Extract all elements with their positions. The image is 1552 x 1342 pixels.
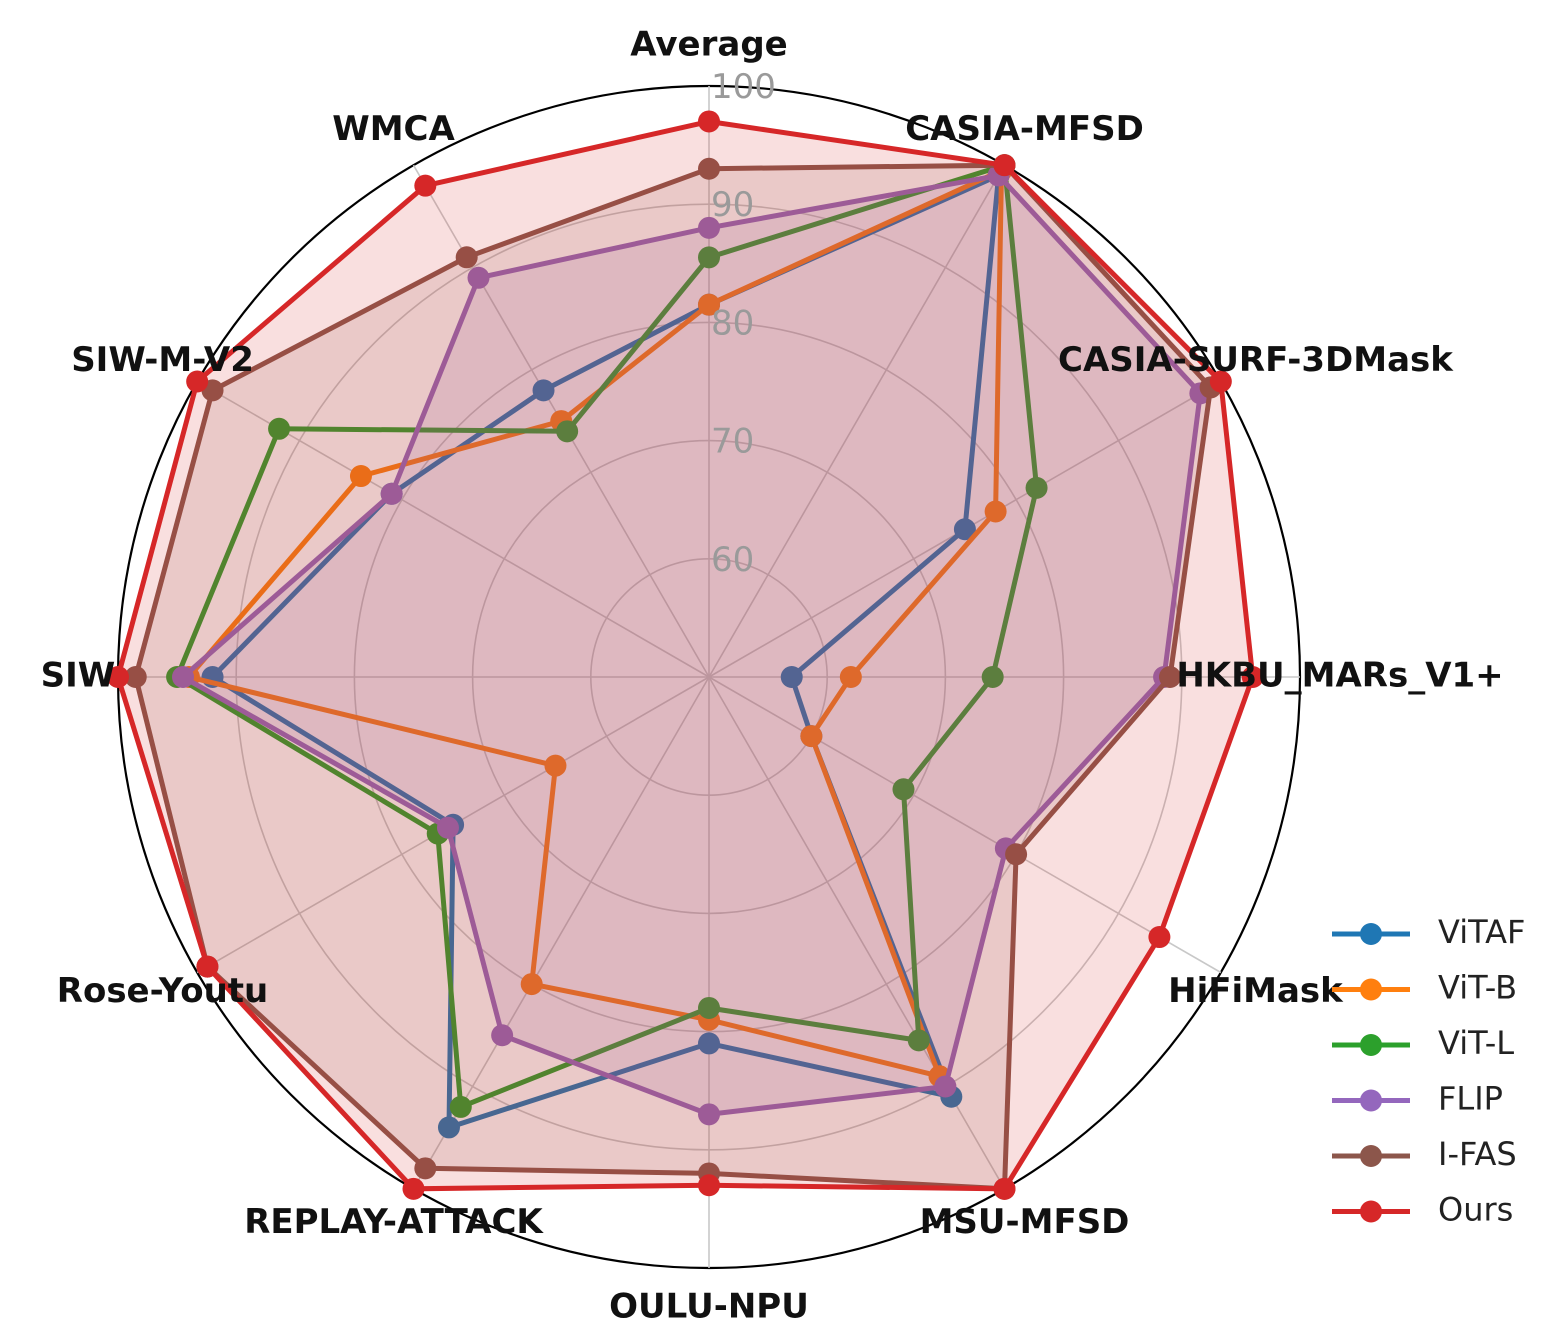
point-ours-siw — [107, 666, 129, 688]
axis-label-replay-attack: REPLAY-ATTACK — [244, 1202, 544, 1242]
point-vit-b-hkbu-mars-v1 — [839, 666, 862, 688]
point-vit-l-hifimask — [892, 778, 915, 801]
point-i-fas-hifimask — [1005, 843, 1028, 866]
axis-label-casia-mfsd: CASIA-MFSD — [905, 109, 1144, 149]
legend-swatch-marker — [1360, 923, 1382, 945]
point-flip-replay-attack — [491, 1024, 514, 1047]
legend-label: ViT-B — [1438, 969, 1517, 1007]
point-i-fas-siw — [124, 666, 147, 688]
axis-label-wmca: WMCA — [332, 109, 455, 149]
point-vit-l-replay-attack — [449, 1095, 472, 1118]
legend-swatch-marker — [1360, 978, 1382, 1001]
legend-label: Ours — [1438, 1191, 1513, 1229]
axis-label-hkbu-mars-v1: HKBU_MARs_V1+ — [1176, 656, 1503, 696]
point-ours-replay-attack — [402, 1177, 425, 1200]
point-ours-casia-mfsd — [993, 154, 1016, 177]
radial-tick-label: 100 — [711, 67, 776, 107]
legend-item-vit-b: ViT-B — [1332, 969, 1517, 1007]
point-vit-l-wmca — [556, 420, 579, 443]
radial-tick-label: 60 — [711, 540, 754, 580]
legend-swatch-marker — [1360, 1034, 1382, 1056]
point-flip-wmca — [467, 266, 490, 289]
radial-tick-label: 90 — [711, 185, 754, 225]
point-ours-hifimask — [1148, 926, 1171, 949]
legend-swatch-marker — [1360, 1200, 1382, 1223]
point-ours-average — [698, 110, 720, 133]
point-ours-msu-mfsd — [993, 1177, 1016, 1200]
series-fill-ours — [118, 121, 1253, 1189]
point-vitaf-replay-attack — [437, 1116, 460, 1139]
point-vit-l-oulu-npu — [698, 996, 720, 1019]
point-vit-b-rose-youtu — [544, 754, 567, 777]
radial-tick-label: 80 — [711, 303, 754, 343]
legend-item-vitaf: ViTAF — [1332, 913, 1525, 951]
legend-item-ours: Ours — [1332, 1191, 1513, 1229]
legend-swatch-marker — [1360, 1145, 1382, 1167]
point-vitaf-wmca — [532, 379, 555, 402]
spoke-hifimask — [708, 676, 1222, 974]
point-ours-casia-surf-3dmask — [1209, 370, 1232, 393]
legend-label: FLIP — [1438, 1080, 1503, 1118]
point-vit-b-replay-attack — [520, 973, 543, 996]
axis-labels: Average CASIA-MFSD CASIA-SURF-3DMask HKBU_M… — [41, 25, 1504, 1327]
point-vit-b-siw-m-v2 — [349, 465, 372, 488]
point-vit-b-average — [698, 293, 720, 316]
legend-item-flip: FLIP — [1332, 1080, 1503, 1118]
axis-label-average: Average — [630, 25, 787, 65]
point-vit-b-casia-surf-3dmask — [984, 500, 1007, 523]
point-i-fas-average — [698, 157, 720, 180]
point-vitaf-oulu-npu — [698, 1032, 720, 1055]
legend: ViTAF ViT-B ViT-L FLIP I-FAS Ours — [1332, 913, 1525, 1229]
point-vit-l-siw-m-v2 — [268, 417, 291, 440]
axis-label-oulu-npu: OULU-NPU — [609, 1287, 809, 1327]
legend-item-i-fas: I-FAS — [1332, 1135, 1517, 1173]
point-vit-l-msu-mfsd — [907, 1029, 930, 1052]
point-vitaf-hkbu-mars-v1 — [780, 666, 803, 688]
point-vit-l-casia-surf-3dmask — [1025, 476, 1048, 499]
point-vit-l-average — [698, 246, 720, 269]
point-flip-siw — [172, 666, 195, 688]
series-flip — [172, 164, 1212, 1126]
series-fill-i-fas — [135, 165, 1211, 1189]
legend-label: ViT-L — [1438, 1024, 1514, 1062]
point-ours-hkbu-mars-v1 — [1241, 666, 1264, 688]
point-i-fas-replay-attack — [414, 1157, 437, 1180]
point-vit-b-hifimask — [800, 725, 823, 748]
point-ours-rose-youtu — [196, 955, 219, 978]
series-i-fas — [124, 154, 1222, 1200]
legend-label: I-FAS — [1438, 1135, 1517, 1173]
axis-label-rose-youtu: Rose-Youtu — [57, 971, 268, 1011]
point-ours-siw-m-v2 — [186, 370, 209, 393]
point-i-fas-wmca — [455, 246, 478, 269]
point-ours-wmca — [414, 174, 437, 197]
axis-label-msu-mfsd: MSU-MFSD — [920, 1202, 1130, 1242]
legend-label: ViTAF — [1438, 913, 1525, 951]
axis-label-siw: SIW — [41, 656, 116, 696]
radial-tick-label: 70 — [711, 422, 754, 462]
legend-item-vit-l: ViT-L — [1332, 1024, 1514, 1062]
point-flip-rose-youtu — [436, 816, 459, 839]
point-vitaf-casia-surf-3dmask — [953, 518, 976, 541]
axis-label-siw-m-v2: SIW-M-V2 — [71, 340, 254, 380]
axis-label-casia-surf-3dmask: CASIA-SURF-3DMask — [1058, 340, 1454, 380]
series-fill-flip — [183, 175, 1201, 1115]
series-layer — [107, 110, 1264, 1200]
series-ours — [107, 110, 1264, 1200]
radial-ticks: 60 70 80 90 100 — [711, 67, 776, 580]
point-ours-oulu-npu — [698, 1174, 720, 1197]
point-i-fas-hkbu-mars-v1 — [1158, 666, 1181, 688]
axis-label-hifimask: HiFiMask — [1168, 971, 1344, 1011]
point-flip-average — [698, 216, 720, 239]
point-flip-oulu-npu — [698, 1103, 720, 1126]
legend-swatch-marker — [1360, 1089, 1382, 1112]
point-flip-siw-m-v2 — [380, 482, 403, 505]
spoke-casia-mfsd — [708, 164, 1006, 678]
point-flip-msu-mfsd — [934, 1075, 957, 1098]
point-vit-l-hkbu-mars-v1 — [981, 666, 1004, 688]
